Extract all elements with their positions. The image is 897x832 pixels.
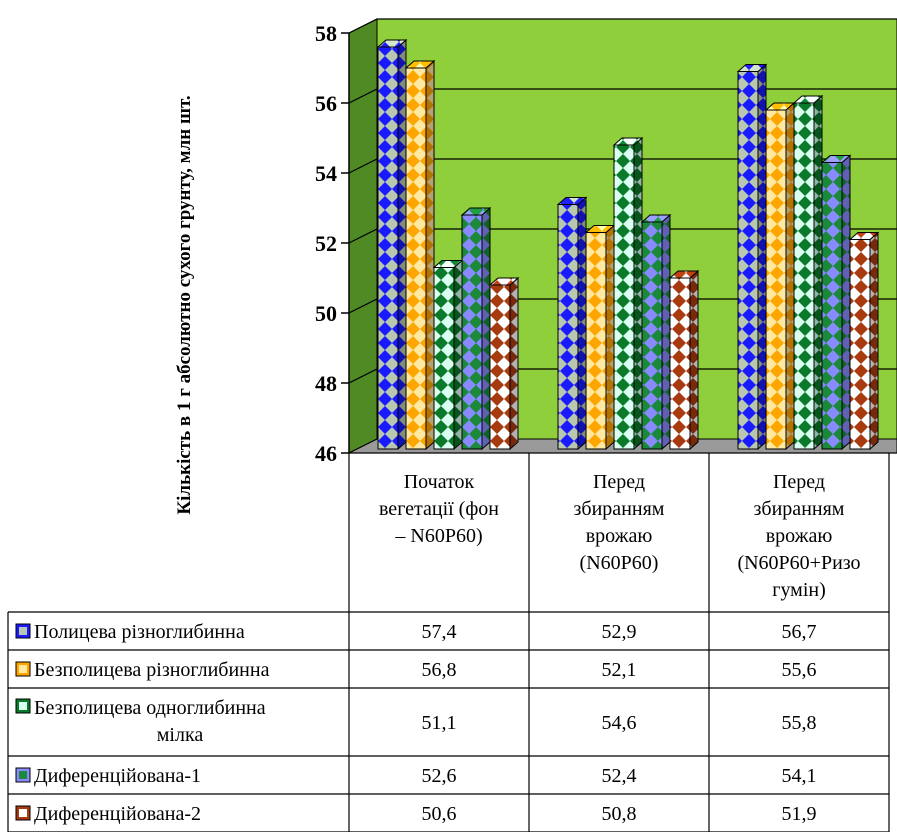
bar <box>848 231 880 451</box>
x-category-label: (N60P60+Ризо <box>737 552 860 574</box>
bar <box>488 276 520 451</box>
legend-label: Безполицева одноглибинна <box>34 697 266 719</box>
x-category-label: – N60P60) <box>394 525 482 547</box>
y-axis: 46 48 50 52 54 56 58 <box>315 21 350 466</box>
data-cell-value: 54,1 <box>782 765 817 787</box>
bar <box>820 154 852 451</box>
gridline <box>348 158 897 174</box>
y-tick-label: 48 <box>315 371 337 396</box>
y-tick-label: 56 <box>315 91 337 116</box>
legend-label: мілка <box>157 724 204 746</box>
data-cell-value: 57,4 <box>422 621 457 643</box>
bar <box>584 224 616 451</box>
bar <box>640 213 672 451</box>
gridline <box>348 298 897 314</box>
x-category-label: Перед <box>593 471 645 493</box>
bar <box>764 101 796 451</box>
legend-label: Полицева різноглибинна <box>34 621 245 643</box>
bar <box>460 206 492 451</box>
data-table: Початок вегетації (фон – N60P60) Перед збира… <box>7 452 897 832</box>
x-category-label: врожаю <box>766 525 833 547</box>
gridline <box>348 88 897 104</box>
gridline <box>348 368 897 384</box>
bar <box>376 38 408 451</box>
data-cell-value: 56,7 <box>782 621 817 643</box>
x-category-label: вегетації (фон <box>379 498 499 520</box>
bar <box>792 94 824 451</box>
legend-label: Диференційована-2 <box>34 803 201 825</box>
data-cell-value: 52,9 <box>602 621 637 643</box>
y-tick-label: 58 <box>315 21 337 46</box>
bars <box>376 38 880 451</box>
data-cell-value: 51,9 <box>782 803 817 825</box>
bar <box>556 196 588 451</box>
data-cell-value: 52,1 <box>602 659 637 681</box>
data-cell-value: 55,6 <box>782 659 817 681</box>
y-axis-label: Кількість в 1 г абсолютно сухого грунту,… <box>174 95 195 514</box>
gridline <box>348 228 897 244</box>
data-cell-value: 51,1 <box>422 712 457 734</box>
bar <box>668 269 700 451</box>
legend-key <box>15 623 31 639</box>
x-category-label: врожаю <box>586 525 653 547</box>
x-category-label: збиранням <box>754 498 845 520</box>
data-cell-value: 56,8 <box>422 659 457 681</box>
gridline <box>348 18 897 34</box>
bar <box>404 59 436 451</box>
data-cell-value: 52,6 <box>422 765 457 787</box>
data-cell-value: 50,6 <box>422 803 457 825</box>
legend-key <box>15 661 31 677</box>
x-category-label: Перед <box>773 471 825 493</box>
bar <box>612 136 644 451</box>
legend-label: Диференційована-1 <box>34 765 201 787</box>
legend-key <box>15 767 31 783</box>
x-category-label: гумін) <box>772 579 826 601</box>
x-category-label: Початок <box>404 471 475 493</box>
x-category-label: (N60P60) <box>580 552 659 574</box>
data-cell-value: 52,4 <box>602 765 637 787</box>
bar <box>432 259 464 451</box>
x-category-label: збиранням <box>574 498 665 520</box>
bar <box>736 63 768 451</box>
legend-key <box>15 698 31 714</box>
y-tick-label: 54 <box>315 161 337 186</box>
data-cell-value: 50,8 <box>602 803 637 825</box>
legend-label: Безполицева різноглибинна <box>34 659 270 681</box>
legend-key <box>15 805 31 821</box>
data-cell-value: 55,8 <box>782 712 817 734</box>
data-cell-value: 54,6 <box>602 712 637 734</box>
y-tick-label: 52 <box>315 231 337 256</box>
y-tick-label: 50 <box>315 301 337 326</box>
y-tick-label: 46 <box>315 441 337 466</box>
